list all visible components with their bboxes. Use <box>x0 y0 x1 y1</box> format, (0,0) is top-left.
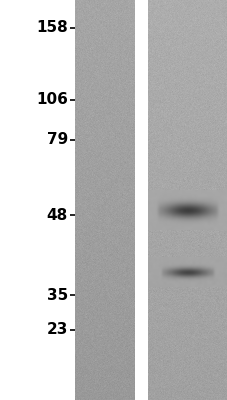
Text: 23: 23 <box>46 322 68 338</box>
Text: 158: 158 <box>36 20 68 36</box>
Text: 35: 35 <box>47 288 68 302</box>
Text: 48: 48 <box>47 208 68 222</box>
Text: 106: 106 <box>36 92 68 108</box>
Text: 79: 79 <box>47 132 68 148</box>
